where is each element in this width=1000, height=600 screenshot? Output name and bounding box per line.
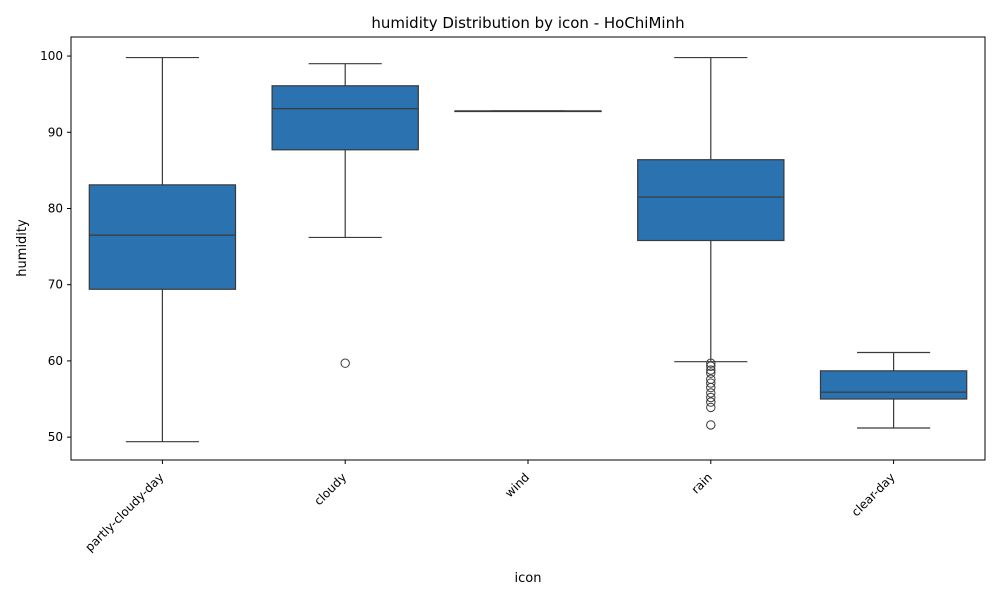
y-axis-label: humidity [15,219,30,277]
plot-area [88,56,968,443]
x-tick-label: partly-cloudy-day [82,470,166,554]
outlier-point [706,392,716,403]
outlier-point [706,368,716,378]
outlier-point [706,358,716,368]
outlier-point [706,420,716,430]
y-tick-label: 70 [48,278,63,292]
box-group-clear-day [819,351,968,429]
y-tick-label: 100 [40,49,63,63]
box-iqr [819,370,968,400]
box-iqr [88,184,237,290]
outlier-point [706,382,716,393]
outlier-point [706,365,716,375]
x-tick-label: clear-day [849,470,898,519]
chart-title: humidity Distribution by icon - HoChiMin… [371,14,684,32]
box-iqr [637,159,785,242]
outlier-point [706,361,716,371]
outlier-point [706,402,716,413]
y-tick-label: 80 [48,201,63,215]
y-tick-label: 50 [48,430,63,444]
box-group-wind [454,110,602,113]
x-tick-label: rain [689,470,715,496]
x-tick-label: cloudy [311,470,349,508]
box-group-partly-cloudy-day [88,56,237,443]
y-tick-label: 90 [48,125,63,139]
x-axis-label: icon [515,571,542,586]
outlier-point [706,397,716,407]
x-tick-label: wind [502,470,532,500]
y-tick-label: 60 [48,354,63,368]
outlier-point [706,378,716,388]
outlier-point [340,358,350,368]
box-iqr [271,85,419,151]
box-group-rain [637,56,785,430]
box-group-cloudy [271,63,419,368]
outlier-point [706,388,716,398]
